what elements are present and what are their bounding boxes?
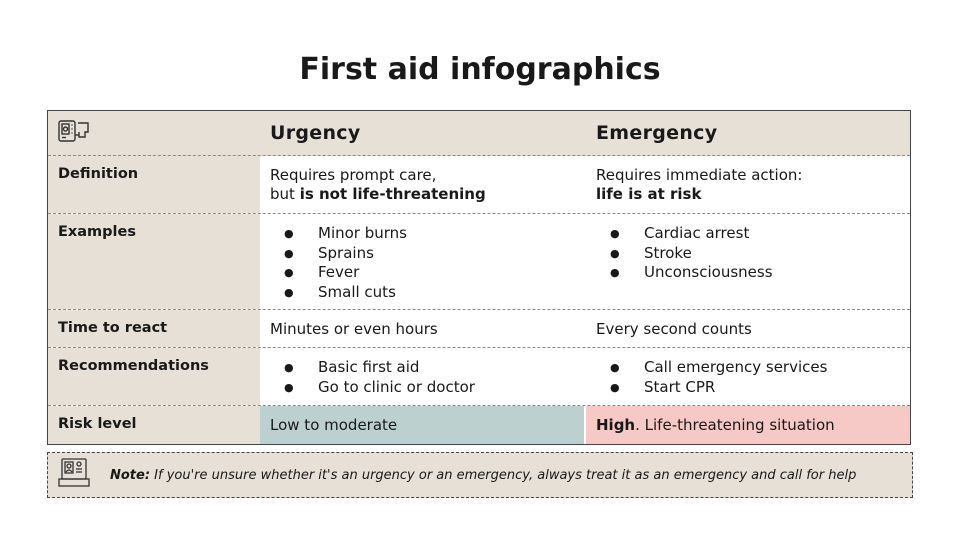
note-text: Note: If you're unsure whether it's an u… xyxy=(110,468,856,483)
row-label: Examples xyxy=(48,214,260,309)
urgency-recommendations: Basic first aid Go to clinic or doctor xyxy=(260,348,586,405)
table-row-definition: Definition Requires prompt care, but is … xyxy=(48,156,910,214)
page-title: First aid infographics xyxy=(299,52,661,87)
list-item: Sprains xyxy=(270,244,576,264)
list-item: Start CPR xyxy=(596,378,900,398)
list-item: Small cuts xyxy=(270,283,576,303)
urgency-risk-badge: Low to moderate xyxy=(260,406,586,444)
list-item: Minor burns xyxy=(270,224,576,244)
row-label: Recommendations xyxy=(48,348,260,405)
emergency-definition: Requires immediate action: life is at ri… xyxy=(586,156,910,213)
list-item: Basic first aid xyxy=(270,358,576,378)
list-item: Cardiac arrest xyxy=(596,224,900,244)
row-label: Definition xyxy=(48,156,260,213)
list-item: Call emergency services xyxy=(596,358,900,378)
definition-line: Requires immediate action: xyxy=(596,166,803,184)
table-row-time-to-react: Time to react Minutes or even hours Ever… xyxy=(48,310,910,348)
table-header-row: Urgency Emergency xyxy=(48,111,910,156)
emergency-recommendations: Call emergency services Start CPR xyxy=(586,348,910,405)
medical-monitor-icon xyxy=(58,458,90,492)
table-row-examples: Examples Minor burns Sprains Fever Small… xyxy=(48,214,910,310)
urgency-heading: Urgency xyxy=(270,122,361,144)
bold-text: High xyxy=(596,416,636,434)
definition-line: but is not life-threatening xyxy=(270,185,576,204)
urgency-examples: Minor burns Sprains Fever Small cuts xyxy=(260,214,586,309)
row-label: Risk level xyxy=(48,406,260,444)
note-box: Note: If you're unsure whether it's an u… xyxy=(47,452,913,498)
bold-text: is not life-threatening xyxy=(299,185,486,203)
note-body: If you're unsure whether it's an urgency… xyxy=(150,467,857,483)
header-icon-cell xyxy=(48,111,260,155)
emergency-risk-badge: High. Life-threatening situation xyxy=(586,406,910,444)
text-span: . Life-threatening situation xyxy=(635,416,835,434)
comparison-table: Urgency Emergency Definition Requires pr… xyxy=(47,110,911,445)
emergency-heading: Emergency xyxy=(596,122,718,144)
table-row-risk-level: Risk level Low to moderate High. Life-th… xyxy=(48,406,910,444)
bold-text: life is at risk xyxy=(596,185,702,203)
list-item: Fever xyxy=(270,263,576,283)
list-item: Stroke xyxy=(596,244,900,264)
list-item: Go to clinic or doctor xyxy=(270,378,576,398)
definition-line: Requires prompt care, xyxy=(270,166,437,184)
emergency-examples: Cardiac arrest Stroke Unconsciousness xyxy=(586,214,910,309)
header-urgency: Urgency xyxy=(260,111,586,155)
definition-line: life is at risk xyxy=(596,185,900,204)
list-item: Unconsciousness xyxy=(596,263,900,283)
urgency-definition: Requires prompt care, but is not life-th… xyxy=(260,156,586,213)
text-span: but xyxy=(270,185,300,203)
header-emergency: Emergency xyxy=(586,111,910,155)
medical-device-icon xyxy=(58,120,92,146)
urgency-time: Minutes or even hours xyxy=(270,320,438,338)
table-row-recommendations: Recommendations Basic first aid Go to cl… xyxy=(48,348,910,406)
row-label: Time to react xyxy=(48,310,260,347)
emergency-time: Every second counts xyxy=(596,320,752,338)
note-label: Note: xyxy=(110,467,151,483)
